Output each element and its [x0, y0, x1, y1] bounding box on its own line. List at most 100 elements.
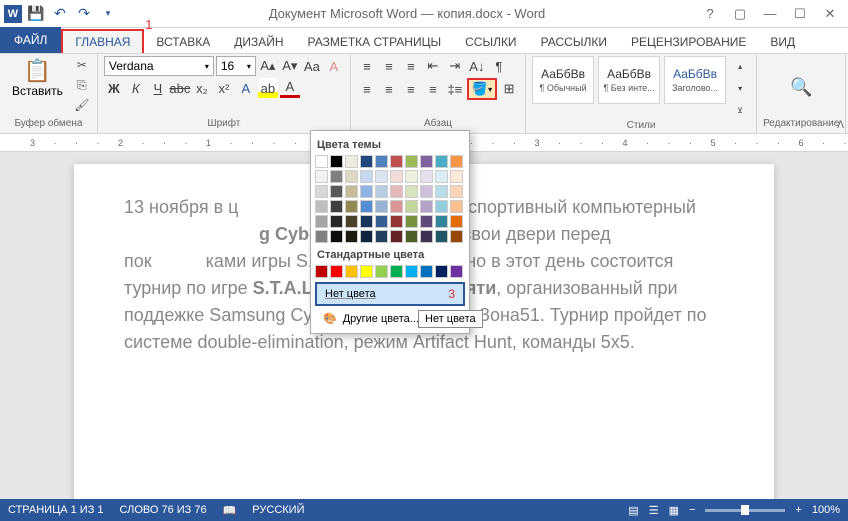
tab-design[interactable]: ДИЗАЙН — [222, 31, 295, 53]
highlight-color-icon[interactable]: ab — [258, 78, 278, 98]
color-swatch[interactable] — [315, 170, 328, 183]
color-swatch[interactable] — [405, 230, 418, 243]
color-swatch[interactable] — [405, 155, 418, 168]
view-print-icon[interactable]: ☰ — [649, 504, 659, 517]
color-swatch[interactable] — [375, 200, 388, 213]
color-swatch[interactable] — [420, 215, 433, 228]
color-swatch[interactable] — [435, 230, 448, 243]
subscript-button[interactable]: x₂ — [192, 78, 212, 98]
grow-font-icon[interactable]: A▴ — [258, 56, 278, 76]
color-swatch[interactable] — [360, 265, 373, 278]
tab-insert[interactable]: ВСТАВКА — [144, 31, 222, 53]
align-center-icon[interactable]: ≡ — [379, 79, 399, 99]
zoom-out-icon[interactable]: − — [689, 504, 695, 516]
color-swatch[interactable] — [360, 155, 373, 168]
numbering-icon[interactable]: ≡ — [379, 56, 399, 76]
save-icon[interactable]: 💾 — [26, 4, 46, 24]
color-swatch[interactable] — [435, 265, 448, 278]
color-swatch[interactable] — [330, 215, 343, 228]
style-normal[interactable]: АаБбВв ¶ Обычный — [532, 56, 594, 104]
color-swatch[interactable] — [390, 215, 403, 228]
status-page[interactable]: СТРАНИЦА 1 ИЗ 1 — [8, 504, 104, 516]
color-swatch[interactable] — [450, 200, 463, 213]
color-swatch[interactable] — [315, 185, 328, 198]
collapse-ribbon-icon[interactable]: ᐱ — [837, 120, 844, 131]
color-swatch[interactable] — [330, 265, 343, 278]
view-web-icon[interactable]: ▦ — [669, 504, 679, 517]
color-swatch[interactable] — [450, 230, 463, 243]
color-swatch[interactable] — [345, 265, 358, 278]
close-icon[interactable]: ✕ — [816, 4, 844, 24]
color-swatch[interactable] — [420, 265, 433, 278]
color-swatch[interactable] — [375, 170, 388, 183]
font-name-combo[interactable]: Verdana▾ — [104, 56, 214, 76]
clear-format-icon[interactable]: A — [324, 56, 344, 76]
color-swatch[interactable] — [420, 170, 433, 183]
color-swatch[interactable] — [345, 170, 358, 183]
color-swatch[interactable] — [375, 155, 388, 168]
color-swatch[interactable] — [315, 215, 328, 228]
color-swatch[interactable] — [360, 185, 373, 198]
italic-button[interactable]: К — [126, 78, 146, 98]
zoom-in-icon[interactable]: + — [795, 504, 801, 516]
color-swatch[interactable] — [345, 155, 358, 168]
qat-more-icon[interactable]: ▾ — [98, 4, 118, 24]
decrease-indent-icon[interactable]: ⇤ — [423, 56, 443, 76]
change-case-icon[interactable]: Aa — [302, 56, 322, 76]
help-icon[interactable]: ? — [696, 4, 724, 24]
tab-home[interactable]: ГЛАВНАЯ 1 — [61, 29, 144, 53]
tab-layout[interactable]: РАЗМЕТКА СТРАНИЦЫ — [296, 31, 454, 53]
maximize-icon[interactable]: ☐ — [786, 4, 814, 24]
minimize-icon[interactable]: — — [756, 4, 784, 24]
style-up-icon[interactable]: ▴ — [730, 56, 750, 76]
strike-button[interactable]: abc — [170, 78, 190, 98]
align-right-icon[interactable]: ≡ — [401, 79, 421, 99]
format-painter-icon[interactable]: 🖌 — [73, 96, 91, 114]
color-swatch[interactable] — [405, 265, 418, 278]
color-swatch[interactable] — [315, 265, 328, 278]
zoom-slider[interactable] — [705, 509, 785, 512]
shading-button[interactable]: 🪣▾ — [467, 78, 497, 100]
style-more-icon[interactable]: ⊻ — [730, 100, 750, 120]
tab-review[interactable]: РЕЦЕНЗИРОВАНИЕ — [619, 31, 758, 53]
color-swatch[interactable] — [330, 200, 343, 213]
tab-file[interactable]: ФАЙЛ — [0, 27, 61, 53]
tab-mailings[interactable]: РАССЫЛКИ — [529, 31, 619, 53]
color-swatch[interactable] — [330, 155, 343, 168]
show-marks-icon[interactable]: ¶ — [489, 56, 509, 76]
color-swatch[interactable] — [420, 230, 433, 243]
style-heading1[interactable]: АаБбВв Заголово... — [664, 56, 726, 104]
color-swatch[interactable] — [435, 200, 448, 213]
color-swatch[interactable] — [390, 265, 403, 278]
copy-icon[interactable]: ⎘ — [73, 76, 91, 94]
increase-indent-icon[interactable]: ⇥ — [445, 56, 465, 76]
color-swatch[interactable] — [360, 170, 373, 183]
color-swatch[interactable] — [315, 200, 328, 213]
color-swatch[interactable] — [420, 200, 433, 213]
color-swatch[interactable] — [435, 170, 448, 183]
undo-icon[interactable]: ↶ — [50, 4, 70, 24]
text-effects-icon[interactable]: A — [236, 78, 256, 98]
color-swatch[interactable] — [450, 215, 463, 228]
color-swatch[interactable] — [375, 215, 388, 228]
style-down-icon[interactable]: ▾ — [730, 78, 750, 98]
color-swatch[interactable] — [330, 170, 343, 183]
color-swatch[interactable] — [435, 155, 448, 168]
align-left-icon[interactable]: ≡ — [357, 79, 377, 99]
ribbon-options-icon[interactable]: ▢ — [726, 4, 754, 24]
style-nospacing[interactable]: АаБбВв ¶ Без инте... — [598, 56, 660, 104]
underline-button[interactable]: Ч — [148, 78, 168, 98]
status-language[interactable]: РУССКИЙ — [252, 504, 304, 516]
color-swatch[interactable] — [375, 265, 388, 278]
color-swatch[interactable] — [450, 155, 463, 168]
font-size-combo[interactable]: 16▾ — [216, 56, 256, 76]
sort-icon[interactable]: A↓ — [467, 56, 487, 76]
redo-icon[interactable]: ↷ — [74, 4, 94, 24]
find-button[interactable]: 🔍 — [790, 77, 812, 98]
color-swatch[interactable] — [435, 215, 448, 228]
color-swatch[interactable] — [345, 200, 358, 213]
color-swatch[interactable] — [345, 215, 358, 228]
color-swatch[interactable] — [420, 185, 433, 198]
color-swatch[interactable] — [405, 215, 418, 228]
no-color-option[interactable]: Нет цвета 3 — [315, 282, 465, 306]
